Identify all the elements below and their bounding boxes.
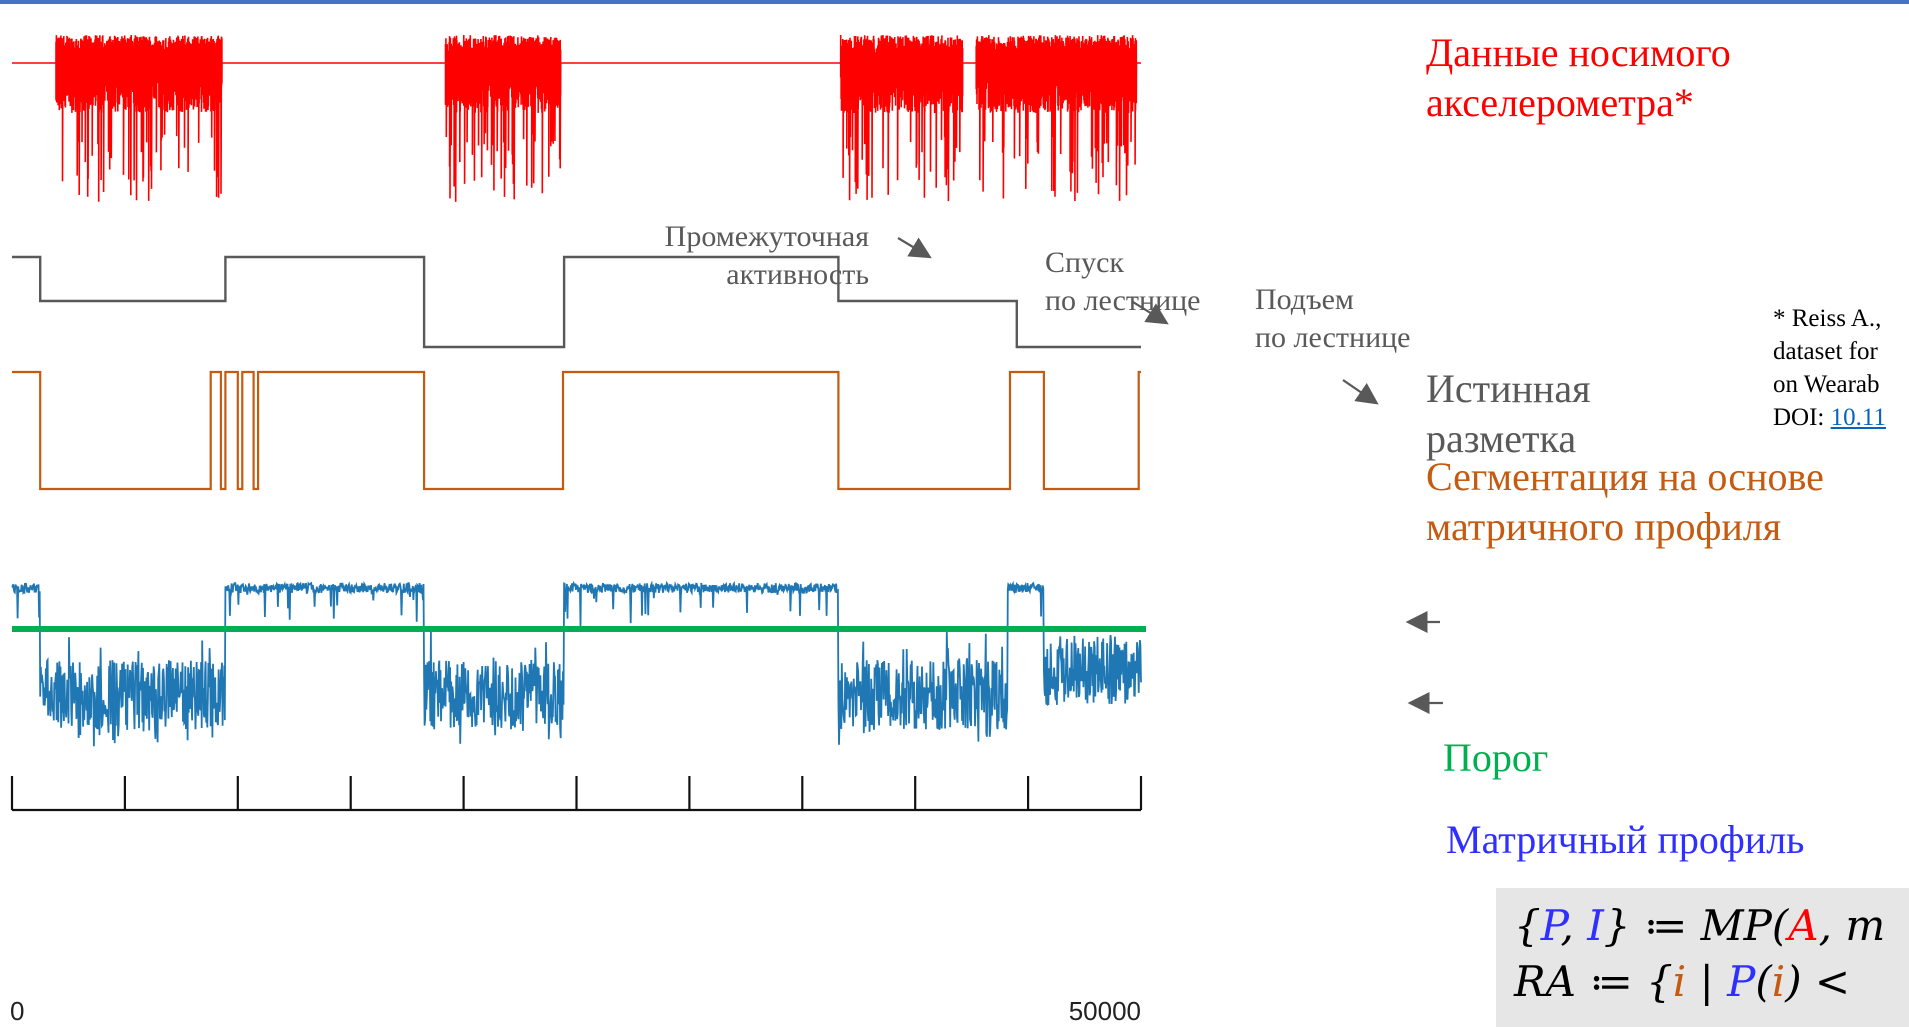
ground-truth-line2: разметка — [1426, 416, 1577, 461]
x-tick-label-min: 0 — [10, 996, 24, 1026]
accelerometer-trace — [12, 34, 1141, 202]
segmentation-line2: матричного профиля — [1426, 504, 1782, 549]
accelerometer-signal — [12, 34, 1141, 202]
stairs-down-line2: по лестнице — [1045, 283, 1201, 317]
segmentation-line1: Сегментация на основе — [1426, 454, 1824, 499]
matrix-profile-label: Матричный профиль — [1446, 817, 1805, 862]
matrix-profile-trace — [11, 580, 1142, 747]
stairs-up-label: Подъем по лестнице — [1255, 281, 1411, 356]
intermediate-activity-label: Промежуточная активность — [611, 218, 869, 293]
ground-truth-series — [12, 255, 1141, 349]
stairs-down-label: Спуск по лестнице — [1045, 244, 1201, 319]
reference-line-3: on Wearab — [1773, 371, 1880, 398]
reference-line-2: dataset for — [1773, 338, 1878, 365]
doi-prefix: DOI: — [1773, 404, 1831, 431]
annotation-arrows — [897, 237, 1443, 714]
stairs-down-line1: Спуск — [1045, 246, 1124, 279]
arrow-stairs-up — [1342, 379, 1379, 405]
segmentation-series — [12, 370, 1141, 491]
ground-truth-label: Истинная разметка — [1426, 364, 1591, 464]
doi-link[interactable]: 10.11 — [1830, 404, 1886, 431]
formula-line-1: {P, I} ≔ MP(A, m — [1514, 901, 1886, 950]
formula-box: {P, I} ≔ MP(A, m RA ≔ {i | P(i) < — [1496, 888, 1909, 1027]
threshold-label: Порог — [1443, 735, 1549, 780]
matrix-profile-series — [11, 580, 1142, 747]
accelerometer-label: Данные носимого акселерометра* — [1426, 28, 1731, 128]
formula-line-2: RA ≔ {i | P(i) < — [1514, 957, 1851, 1006]
segmentation-label: Сегментация на основе матричного профиля — [1426, 452, 1824, 552]
accelerometer-label-line2: акселерометра* — [1426, 80, 1694, 125]
segmentation-trace — [12, 370, 1141, 491]
ground-truth-step-line — [12, 255, 1141, 349]
reference-note: * Reiss A., dataset for on Wearab DOI: 1… — [1773, 302, 1909, 434]
stairs-up-line2: по лестнице — [1255, 320, 1411, 354]
stairs-up-line1: Подъем — [1255, 283, 1354, 316]
arrow-intermediate-activity — [897, 237, 932, 259]
intermediate-activity-line1: Промежуточная — [664, 220, 869, 253]
intermediate-activity-line2: активность — [726, 257, 869, 291]
reference-line-4: DOI: 10.11 — [1773, 401, 1909, 434]
x-axis: 0 50000 — [10, 776, 1143, 1026]
top-accent-bar — [0, 0, 1909, 4]
accelerometer-label-line1: Данные носимого — [1426, 30, 1731, 75]
reference-line-1: * Reiss A., — [1773, 305, 1882, 332]
ground-truth-line1: Истинная — [1426, 366, 1591, 411]
arrow-stairs-down — [1132, 301, 1169, 325]
x-tick-label-max: 50000 — [1069, 996, 1141, 1026]
